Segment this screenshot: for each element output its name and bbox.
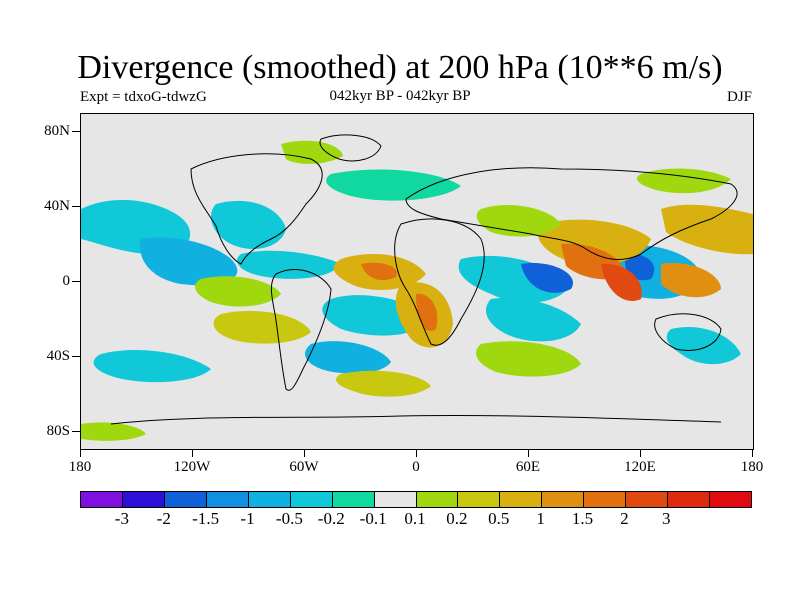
period-label: 042kyr BP - 042kyr BP xyxy=(329,88,471,104)
lon-tick xyxy=(640,449,641,457)
lon-tick xyxy=(192,449,193,457)
lat-tick xyxy=(72,281,80,282)
colorbar-label: 1 xyxy=(536,509,545,528)
experiment-label: Expt = tdxoG-tdwzG xyxy=(80,89,207,105)
chart-title: Divergence (smoothed) at 200 hPa (10**6 … xyxy=(77,49,723,86)
lon-label: 0 xyxy=(412,459,420,475)
colorbar-label: -2 xyxy=(156,509,171,528)
colorbar-label: -0.5 xyxy=(275,509,303,528)
colorbar-swatch xyxy=(710,492,751,507)
field-blob xyxy=(326,169,461,201)
field-blob xyxy=(476,341,581,377)
lon-label: 120W xyxy=(173,459,211,475)
colorbar-swatch xyxy=(290,492,333,507)
lon-label: 180 xyxy=(68,459,92,475)
lon-tick xyxy=(80,449,81,457)
colorbar-swatch xyxy=(416,492,459,507)
colorbar-swatch xyxy=(122,492,165,507)
colorbar-swatch xyxy=(626,492,669,507)
field-blob xyxy=(661,263,721,298)
colorbar-label: 0.2 xyxy=(446,509,468,528)
colorbar-swatch xyxy=(668,492,711,507)
field-blob xyxy=(140,237,238,286)
colorbar-label: 0.1 xyxy=(404,509,426,528)
lat-tick xyxy=(72,431,80,432)
field-blob xyxy=(361,262,397,281)
colorbar-swatch xyxy=(81,492,123,507)
field-blob xyxy=(305,341,391,374)
lon-tick xyxy=(752,449,753,457)
divergence-field xyxy=(81,140,753,441)
coastline-south-america xyxy=(270,269,332,391)
colorbar-label: -3 xyxy=(114,509,129,528)
lat-label: 80S xyxy=(46,423,70,439)
lat-label: 40N xyxy=(44,198,70,214)
lon-tick xyxy=(304,449,305,457)
colorbar-swatch xyxy=(164,492,207,507)
field-blob xyxy=(93,349,211,383)
lat-label: 0 xyxy=(62,273,71,289)
season-label: DJF xyxy=(726,89,752,105)
field-blob xyxy=(211,200,286,249)
colorbar-label: -1.5 xyxy=(192,509,220,528)
map-canvas xyxy=(81,134,753,441)
colorbar-label: -1 xyxy=(240,509,255,528)
coastlines xyxy=(110,134,738,425)
lon-tick xyxy=(416,449,417,457)
lon-label: 60E xyxy=(515,459,541,475)
divergence-map xyxy=(80,113,754,450)
colorbar-label: 1.5 xyxy=(571,509,594,528)
coastline-africa xyxy=(394,218,485,346)
colorbar-label: -0.1 xyxy=(359,509,387,528)
field-blob xyxy=(195,276,281,307)
colorbar-swatch xyxy=(332,492,375,507)
coastline-australia xyxy=(654,313,722,351)
colorbar-label: 0.5 xyxy=(488,509,510,528)
colorbar xyxy=(80,491,752,508)
field-blob xyxy=(666,326,741,365)
field-blob xyxy=(486,297,581,342)
coastline-antarctica xyxy=(110,414,722,425)
colorbar-label: 2 xyxy=(620,509,629,528)
lon-tick xyxy=(528,449,529,457)
field-blob xyxy=(521,263,573,293)
lat-tick xyxy=(72,206,80,207)
field-blob xyxy=(213,310,311,344)
colorbar-label: 3 xyxy=(662,509,671,528)
lat-label: 80N xyxy=(44,123,70,139)
coastline-north-america xyxy=(190,153,323,265)
field-blob xyxy=(336,370,431,397)
lat-label: 40S xyxy=(46,348,70,364)
field-blob xyxy=(661,204,753,255)
colorbar-swatch xyxy=(206,492,249,507)
colorbar-swatch xyxy=(248,492,291,507)
colorbar-swatch xyxy=(500,492,543,507)
colorbar-swatch xyxy=(584,492,627,507)
lat-tick xyxy=(72,131,80,132)
coastline-eurasia xyxy=(405,167,738,260)
lon-label: 60W xyxy=(289,459,319,475)
colorbar-swatch xyxy=(374,492,417,507)
colorbar-label: -0.2 xyxy=(317,509,345,528)
colorbar-swatch xyxy=(458,492,501,507)
field-blob xyxy=(601,263,642,301)
lon-label: 120E xyxy=(624,459,656,475)
coastline-greenland xyxy=(319,134,382,162)
lat-tick xyxy=(72,356,80,357)
field-blob xyxy=(237,250,341,279)
field-blob xyxy=(636,168,731,194)
lon-label: 180 xyxy=(740,459,764,475)
field-blob xyxy=(81,422,146,441)
colorbar-swatch xyxy=(542,492,585,507)
field-blob xyxy=(281,140,343,164)
